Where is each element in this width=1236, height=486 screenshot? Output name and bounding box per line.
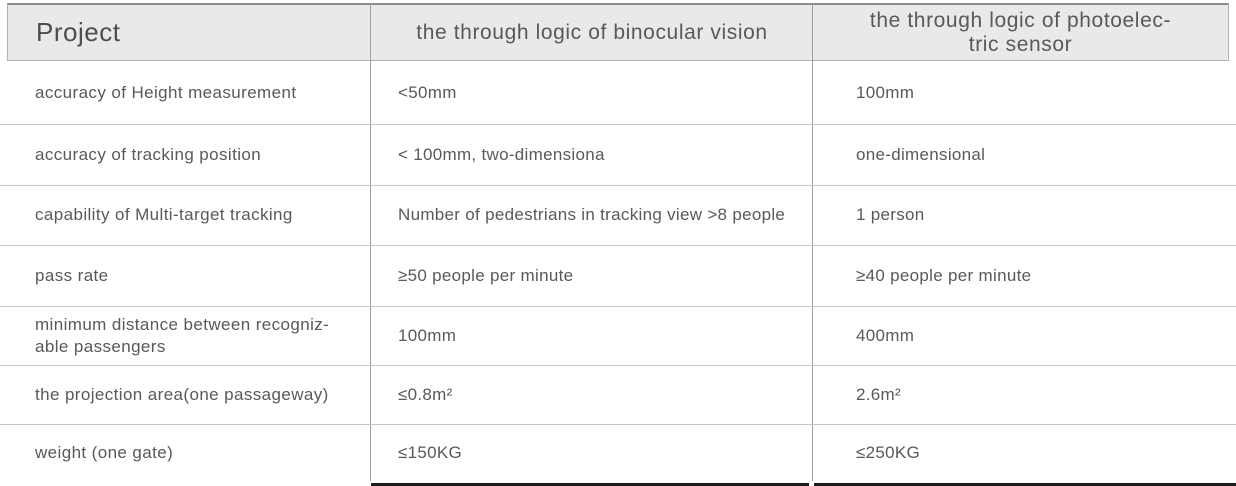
bottom-bar-binocular-column [371,483,809,486]
binocular-value-cell: <50mm [370,62,812,124]
photoelectric-value-cell: ≤250KG [812,424,1236,481]
photoelectric-value: 1 person [856,205,925,224]
photoelectric-value-cell: 400mm [812,306,1236,365]
row-divider [0,185,1236,186]
table-header-row: Project the through logic of binocular v… [7,3,1229,61]
binocular-value: <50mm [398,83,457,102]
photoelectric-value: 400mm [856,325,915,345]
photoelectric-value: one-dimensional [856,144,986,164]
binocular-value-cell: < 100mm, two-dimensiona [370,124,812,185]
photoelectric-value-cell: 2.6m² [812,365,1236,424]
binocular-value: ≤0.8m² [398,384,453,404]
photoelectric-value-cell: one-dimensional [812,124,1236,185]
binocular-value-cell: Number of pedestrians in tracking view >… [370,185,812,245]
table-row-projection-area: the projection area(one passageway) ≤0.8… [0,365,1236,424]
binocular-value-cell: ≤150KG [370,424,812,481]
row-divider [0,124,1236,125]
table-row-tracking-accuracy: accuracy of tracking position < 100mm, t… [0,124,1236,185]
row-label-cell: accuracy of Height measurement [0,62,370,124]
row-label: minimum distance between recogniz- [35,315,330,335]
column-divider-right [812,3,813,481]
binocular-value-cell: ≥50 people per minute [370,245,812,306]
row-label: accuracy of Height measurement [35,83,297,103]
row-label: capability of Multi-target tracking [35,205,293,225]
bottom-bar-photoelectric-column [814,483,1236,486]
row-label-cell: capability of Multi-target tracking [0,185,370,245]
table-row-minimum-distance: minimum distance between recogniz- able … [0,306,1236,365]
row-divider [0,424,1236,425]
photoelectric-value: ≤250KG [856,442,921,462]
header-photoelectric-label-line1: the through logic of photoelec- [869,8,1172,32]
row-divider [0,365,1236,366]
photoelectric-value-cell: 1 person [812,185,1236,245]
header-cell-binocular-vision: the through logic of binocular vision [371,5,813,60]
binocular-value: 100mm [398,325,457,345]
row-label: weight (one gate) [35,442,174,462]
photoelectric-value-cell: 100mm [812,62,1236,124]
table-row-multi-target-tracking: capability of Multi-target tracking Numb… [0,185,1236,245]
binocular-value-cell: 100mm [370,306,812,365]
binocular-value: ≥50 people per minute [398,265,574,285]
row-divider [0,245,1236,246]
header-photoelectric-label-line2: tric sensor [968,32,1073,56]
table-row-weight: weight (one gate) ≤150KG ≤250KG [0,424,1236,481]
binocular-value: ≤150KG [398,442,463,462]
row-label-cell: weight (one gate) [0,424,370,481]
photoelectric-value: ≥40 people per minute [856,265,1032,285]
header-cell-project: Project [8,5,371,60]
binocular-value: < 100mm, two-dimensiona [398,144,605,164]
photoelectric-value: 2.6m² [856,384,901,404]
row-label: the projection area(one passageway) [35,384,329,404]
binocular-value: Number of pedestrians in tracking view >… [398,205,786,224]
row-label-cell: the projection area(one passageway) [0,365,370,424]
header-cell-photoelectric-sensor: the through logic of photoelec- tric sen… [813,5,1228,60]
binocular-value-cell: ≤0.8m² [370,365,812,424]
table-row-height-accuracy: accuracy of Height measurement <50mm 100… [0,62,1236,124]
header-project-label: Project [36,17,121,47]
row-divider [0,306,1236,307]
row-label-line2: able passengers [35,336,166,356]
row-label-cell: minimum distance between recogniz- able … [0,306,370,365]
row-label-cell: pass rate [0,245,370,306]
photoelectric-value: 100mm [856,83,915,102]
column-divider-left [370,3,371,481]
row-label-cell: accuracy of tracking position [0,124,370,185]
row-label: accuracy of tracking position [35,144,262,164]
row-label: pass rate [35,265,109,285]
photoelectric-value-cell: ≥40 people per minute [812,245,1236,306]
table-row-pass-rate: pass rate ≥50 people per minute ≥40 peop… [0,245,1236,306]
header-binocular-label: the through logic of binocular vision [416,20,768,44]
